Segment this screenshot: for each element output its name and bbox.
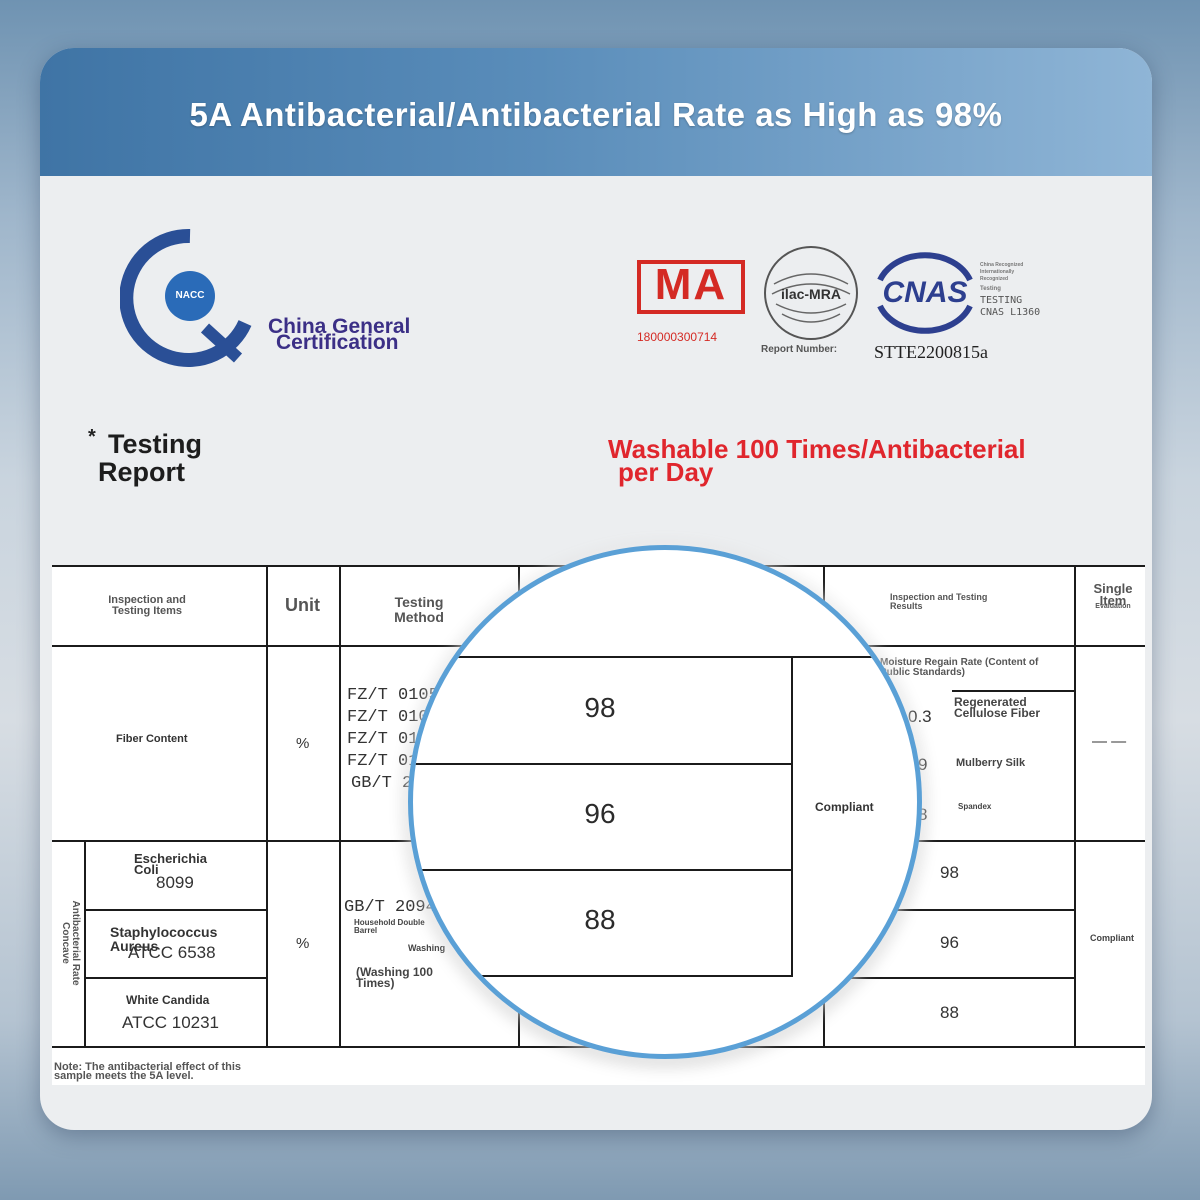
fiber-content-label: Fiber Content [116,733,188,745]
washable-line2: per Day [618,457,714,487]
magnified-compliant: Compliant [815,800,874,814]
nacc-logo: NACC [119,228,260,368]
header-evaluation: Evaluation [1095,603,1131,610]
header-inspection-items: Inspection and Testing Items [108,594,186,617]
fiber-method-line: FZ/T 01 [347,752,419,771]
report-number-value: STTE2200815a [874,342,988,362]
magnifier-line [413,656,793,658]
ilac-mra-logo: ilac-MRA [762,244,860,342]
fiber-method-line: FZ/T 0105 [347,686,439,705]
nacc-name-line2: Certification [276,331,399,354]
cma-text: MA [654,260,728,309]
antibacterial-result: 88 [940,1003,959,1022]
table-divider [84,977,267,979]
report-number-label: Report Number: [761,344,838,355]
antibacterial-unit: % [296,935,310,952]
testing-report-heading: * Testing Report [86,426,202,487]
bacteria-name: Staphylococcus Aureus [110,924,218,954]
testing-report-line2: Report [98,457,185,487]
antibacterial-method-line: (Washing 100 Times) [356,965,433,990]
table-divider [824,977,1074,979]
antibacterial-method-code: GB/T 2094 [344,898,436,917]
table-divider [339,565,341,1047]
antibacterial-group-label: Antibacterial Rate Concave [60,900,81,986]
testing-report-line1: Testing [108,429,202,459]
asterisk: * [88,426,96,448]
fiber-unit: % [296,735,310,752]
fiber-value: 9 [918,755,928,774]
magnifier-lens: 98 96 88 Compliant [408,545,922,1059]
washable-line1: Washable 100 Times/Antibacterial [608,434,1026,464]
cnas-side-text: China Recognized Internationally Recogni… [980,262,1060,319]
table-divider [1074,565,1076,1047]
header-single-item: Single Item [1093,581,1133,608]
magnifier-line [413,975,793,977]
nacc-badge-text: NACC [175,290,205,301]
moisture-regain-header: Moisture Regain Rate (Content of Public … [880,657,1039,678]
bacteria-name: White Candida [126,993,210,1007]
fiber-methods: FZ/T 0105 FZ/T 010 FZ/T 01 FZ/T 01 GB/T … [347,685,439,795]
bacteria-code: 8099 [156,873,194,892]
cnas-side-line: TESTING [980,295,1023,306]
cnas-text: CNAS [882,276,968,309]
cnas-side-line: CNAS L1360 [980,307,1041,318]
fiber-name: Spandex [958,802,992,811]
table-divider [84,841,86,1047]
antibacterial-method-line: Household Double Barrel [354,918,425,935]
washable-heading: Washable 100 Times/Antibacterial per Day [608,434,1026,487]
table-divider [84,909,267,911]
title-banner: 5A Antibacterial/Antibacterial Rate as H… [40,48,1152,176]
magnified-value: 96 [584,798,616,829]
fiber-name: Regenerated Cellulose Fiber [954,695,1041,720]
fiber-evaluation: — — [1092,733,1127,750]
fiber-value: 8 [918,805,928,824]
magnified-value: 98 [584,692,616,723]
banner-title: 5A Antibacterial/Antibacterial Rate as H… [189,96,1003,133]
bacteria-code: ATCC 6538 [128,943,216,962]
header-unit: Unit [285,595,320,615]
magnifier-line [791,656,793,977]
antibacterial-method-line: Washing [408,943,446,953]
fiber-method-line: GB/T 2 [351,774,413,793]
table-note: Note: The antibacterial effect of this s… [54,1061,242,1082]
magnified-value: 88 [584,904,616,935]
table-divider [824,909,1074,911]
magnifier-line [793,656,917,658]
report-card: 5A Antibacterial/Antibacterial Rate as H… [40,48,1152,1130]
antibacterial-evaluation: Compliant [1090,933,1134,943]
fiber-name: Mulberry Silk [956,757,1026,769]
antibacterial-result: 98 [940,863,959,882]
cnas-side-line: Recognized [980,276,1009,282]
fiber-value: 0.3 [908,707,932,726]
fiber-method-line: FZ/T 01 [347,730,419,749]
table-divider [952,690,1074,692]
nacc-name-line1: China General [268,315,411,338]
cnas-side-line: Internationally [980,269,1015,275]
magnifier-line [413,763,793,765]
bacteria-code: ATCC 10231 [122,1013,220,1032]
table-divider [266,565,268,1047]
cnas-logo: CNAS [872,250,978,334]
bacteria-name: Escherichia Coli [134,851,207,877]
cnas-side-line: China Recognized [980,262,1024,268]
antibacterial-result: 96 [940,933,959,952]
header-results: Inspection and Testing Results [890,592,988,611]
cnas-side-line: Testing [980,286,1001,292]
fiber-method-line: FZ/T 010 [347,708,429,727]
cma-number: 180000300714 [637,330,718,344]
magnifier-line [413,869,793,871]
cma-logo: MA [637,260,745,314]
ilac-mra-text: ilac-MRA [781,286,841,302]
header-testing-method: Testing Method [394,594,444,625]
